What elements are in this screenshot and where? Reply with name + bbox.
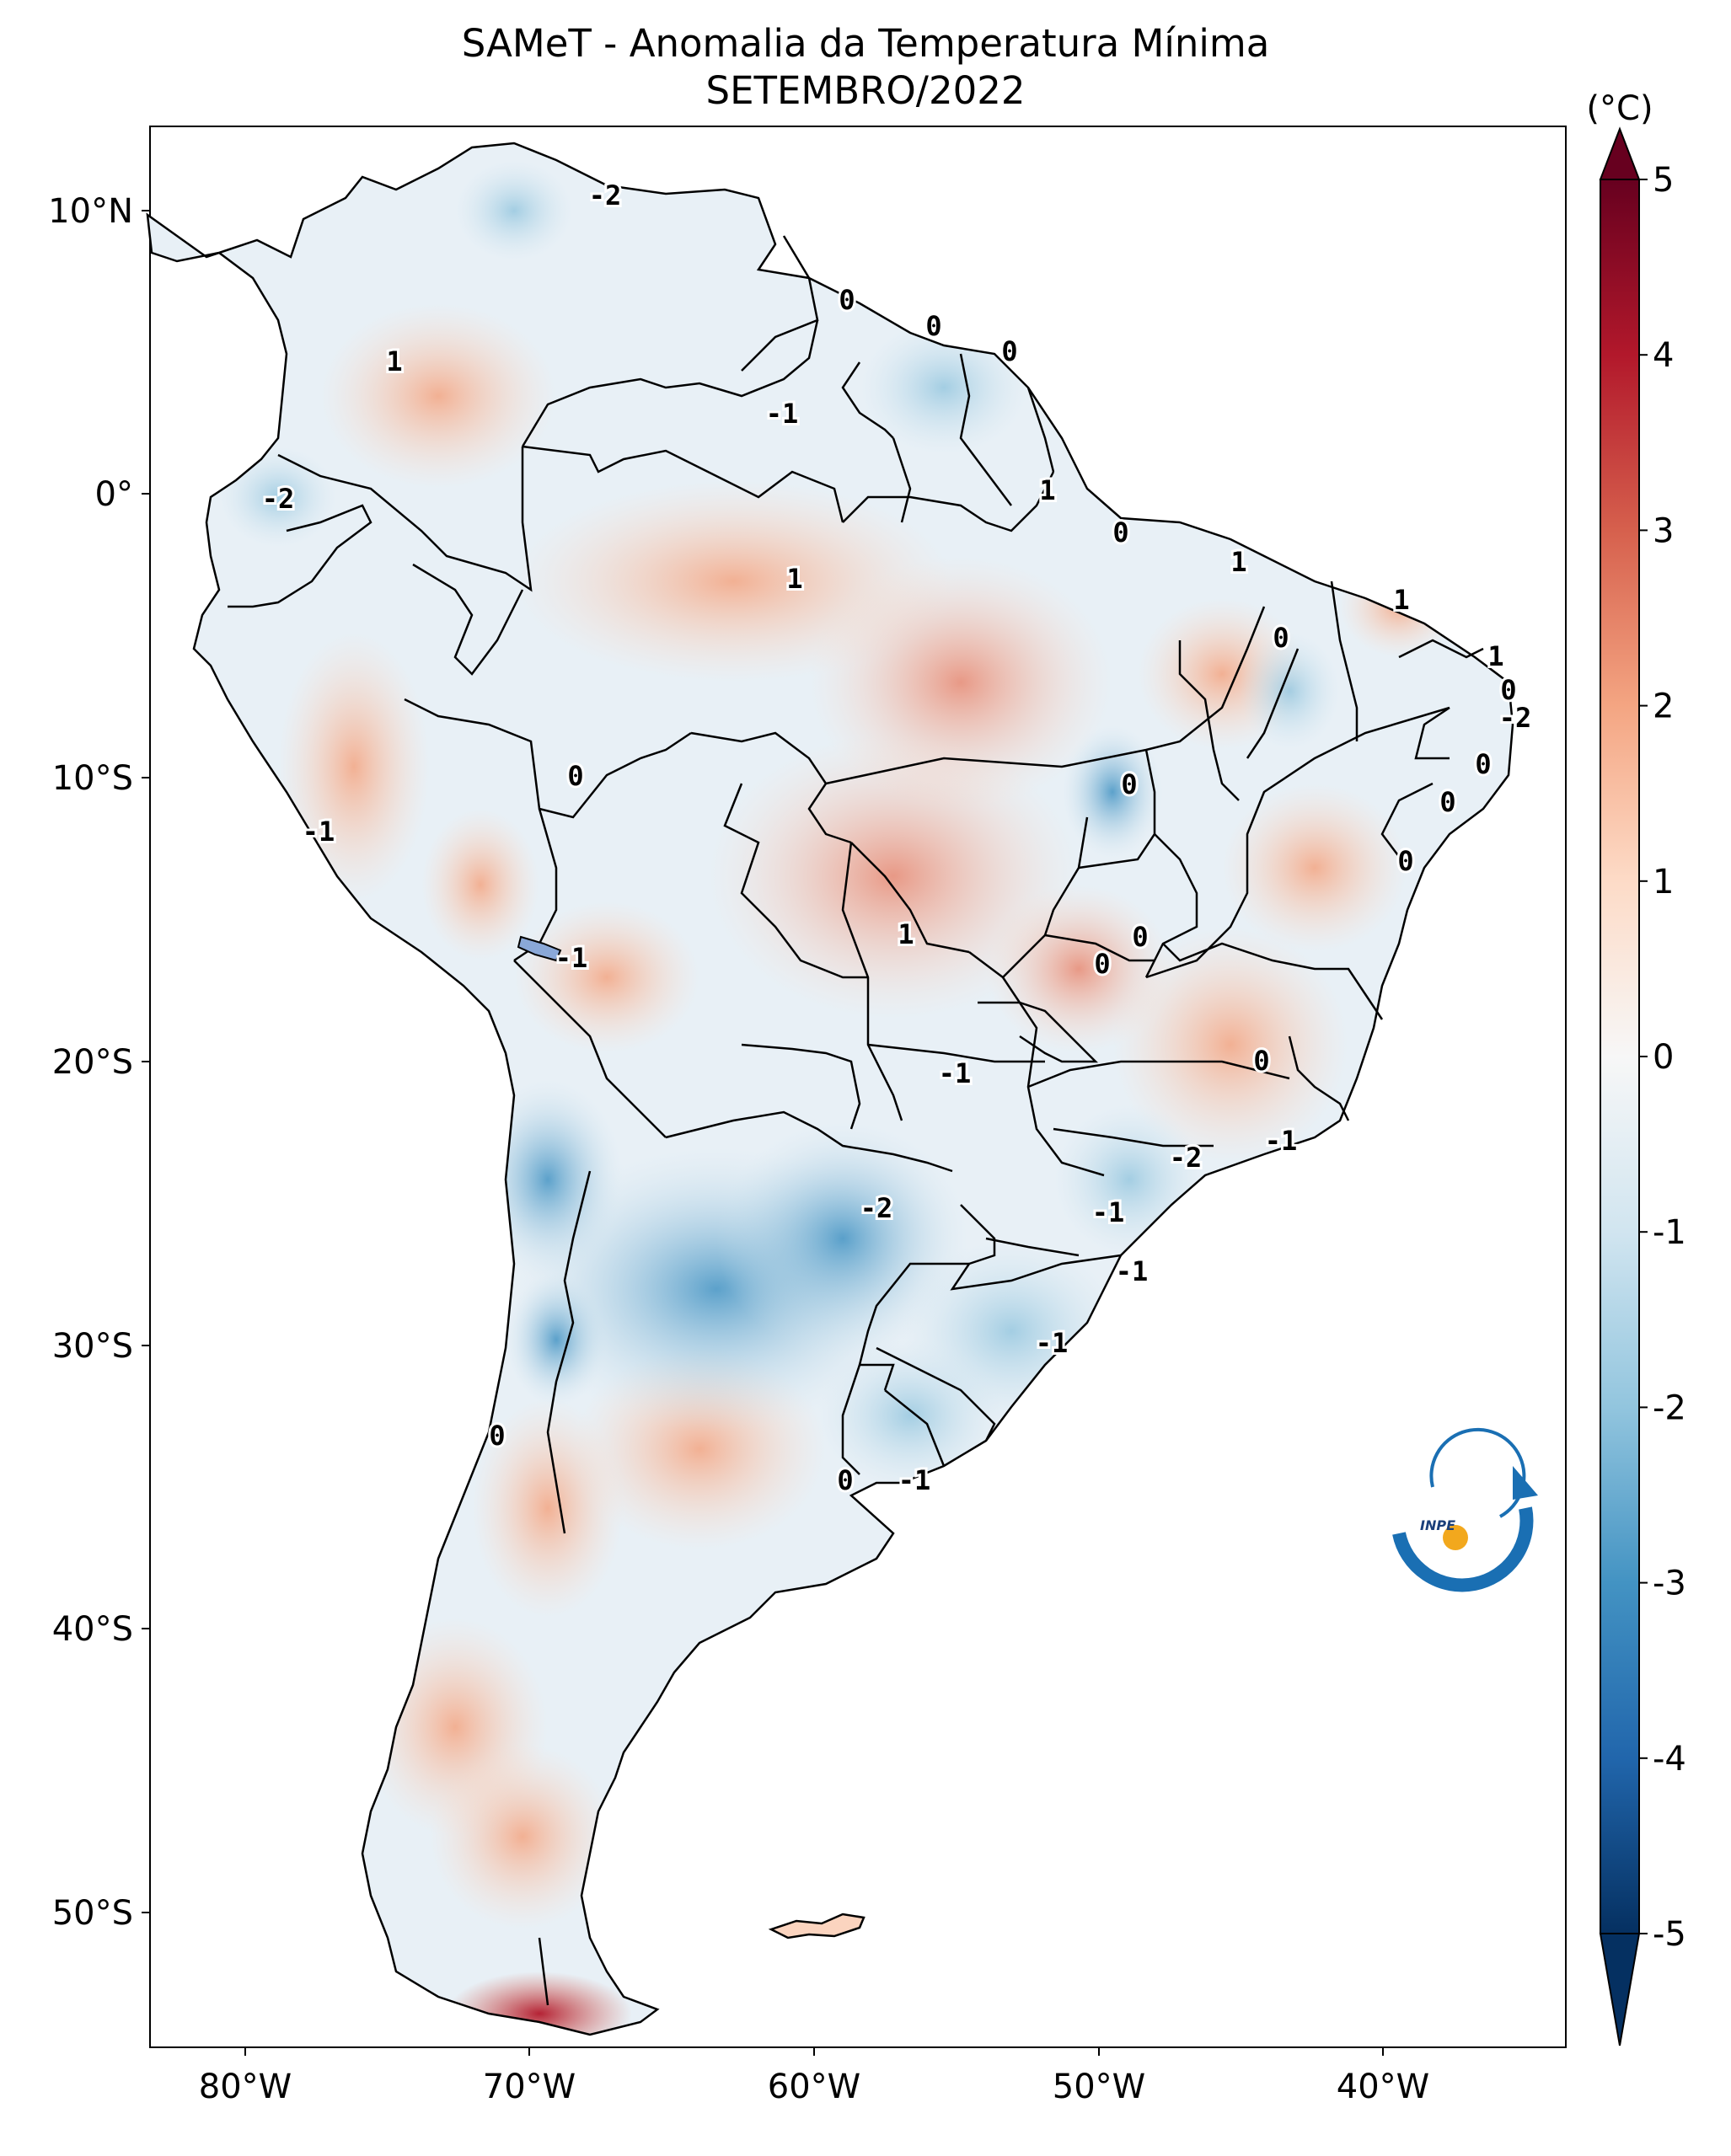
- contour-label: 1: [898, 918, 914, 950]
- colorbar: (°C) 5 4 3 2 1 0 -1 -2 -3 -4 -5: [1586, 89, 1686, 2046]
- x-tick-label: 50°W: [1053, 2068, 1145, 2106]
- inpe-logo: INPE: [1392, 1427, 1538, 1592]
- contour-label: 0: [1001, 335, 1017, 367]
- colorbar-tick-label: -2: [1653, 1388, 1686, 1427]
- colorbar-tick-label: -3: [1653, 1565, 1686, 1603]
- contour-label: 1: [386, 345, 402, 377]
- contour-label: 0: [1475, 748, 1491, 780]
- contour-label: 1: [1039, 474, 1055, 506]
- y-tick-label: 10°S: [52, 759, 133, 798]
- contour-label: -2: [1170, 1142, 1203, 1174]
- contour-label: 0: [837, 1464, 853, 1496]
- contour-label: 0: [1121, 768, 1137, 800]
- contour-label: -1: [898, 1464, 931, 1496]
- contour-label: 0: [1500, 674, 1516, 706]
- contour-label: -2: [860, 1192, 893, 1224]
- contour-label: -2: [1499, 702, 1532, 734]
- contour-labels: -2 0 0 0 -1 1 -2 1 1 0 1 1 0 1 0 -2 0 0 …: [260, 177, 1535, 1499]
- coastline: [146, 142, 1514, 2036]
- falkland-islands: [768, 1913, 866, 1939]
- contour-label: -1: [555, 942, 588, 974]
- y-tick-label: 40°S: [52, 1610, 133, 1649]
- colorbar-extend-top: [1599, 126, 1641, 180]
- colorbar-tick-label: -5: [1653, 1915, 1686, 1954]
- colorbar-tick-label: 1: [1653, 863, 1674, 901]
- contour-label: 0: [839, 284, 855, 316]
- colorbar-tick-label: 4: [1653, 336, 1674, 375]
- contour-label: -1: [1265, 1125, 1298, 1157]
- colorbar-extend-bottom: [1599, 1933, 1641, 2046]
- x-tick-label: 60°W: [768, 2068, 860, 2106]
- contour-label: -2: [262, 483, 295, 515]
- contour-label: 1: [1230, 546, 1246, 578]
- contour-label: -1: [1092, 1196, 1125, 1228]
- contour-label: 0: [1273, 622, 1289, 654]
- contour-label: 0: [489, 1420, 505, 1452]
- contour-label: 1: [1393, 584, 1409, 616]
- contour-label: 0: [567, 760, 583, 792]
- contour-label: 0: [1112, 516, 1128, 548]
- logo-text: INPE: [1420, 1517, 1455, 1533]
- colorbar-tick-label: 0: [1653, 1038, 1674, 1077]
- colorbar-gradient: [1600, 179, 1640, 1934]
- contour-label: -1: [766, 398, 799, 430]
- contour-label: -2: [589, 179, 622, 211]
- x-tick-label: 40°W: [1337, 2068, 1429, 2106]
- map-title: SAMeT - Anomalia da Temperatura Mínima: [461, 21, 1270, 66]
- colorbar-tick-label: -1: [1653, 1213, 1686, 1252]
- y-tick-label: 10°N: [48, 192, 133, 231]
- map-subtitle: SETEMBRO/2022: [705, 68, 1026, 113]
- contour-label: 0: [1253, 1045, 1269, 1077]
- contour-label: 0: [1094, 948, 1110, 980]
- contour-label: 0: [1397, 845, 1413, 877]
- colorbar-tick-label: -4: [1653, 1740, 1686, 1779]
- y-tick-label: 50°S: [52, 1894, 133, 1933]
- country-state-borders: [228, 235, 1484, 2006]
- colorbar-tick-label: 5: [1653, 161, 1674, 200]
- lake-titicaca: [517, 935, 562, 962]
- x-tick-label: 80°W: [199, 2068, 292, 2106]
- contour-label: -1: [303, 816, 335, 848]
- axis-ticks: [142, 210, 1384, 2056]
- y-tick-label: 30°S: [52, 1327, 133, 1366]
- colorbar-tick-label: 2: [1653, 687, 1674, 726]
- contour-label: 1: [786, 563, 802, 595]
- contour-label: -1: [939, 1057, 972, 1089]
- contour-label: -1: [1036, 1327, 1069, 1359]
- contour-label: 0: [925, 310, 941, 342]
- contour-label: 0: [1439, 786, 1455, 818]
- colorbar-unit: (°C): [1586, 89, 1653, 128]
- y-tick-label: 20°S: [52, 1043, 133, 1082]
- colorbar-tick-label: 3: [1653, 511, 1674, 550]
- y-tick-label: 0°: [95, 475, 133, 514]
- x-tick-label: 70°W: [483, 2068, 576, 2106]
- contour-label: 1: [1487, 640, 1503, 672]
- contour-label: -1: [1116, 1255, 1149, 1287]
- contour-label: 0: [1132, 921, 1148, 953]
